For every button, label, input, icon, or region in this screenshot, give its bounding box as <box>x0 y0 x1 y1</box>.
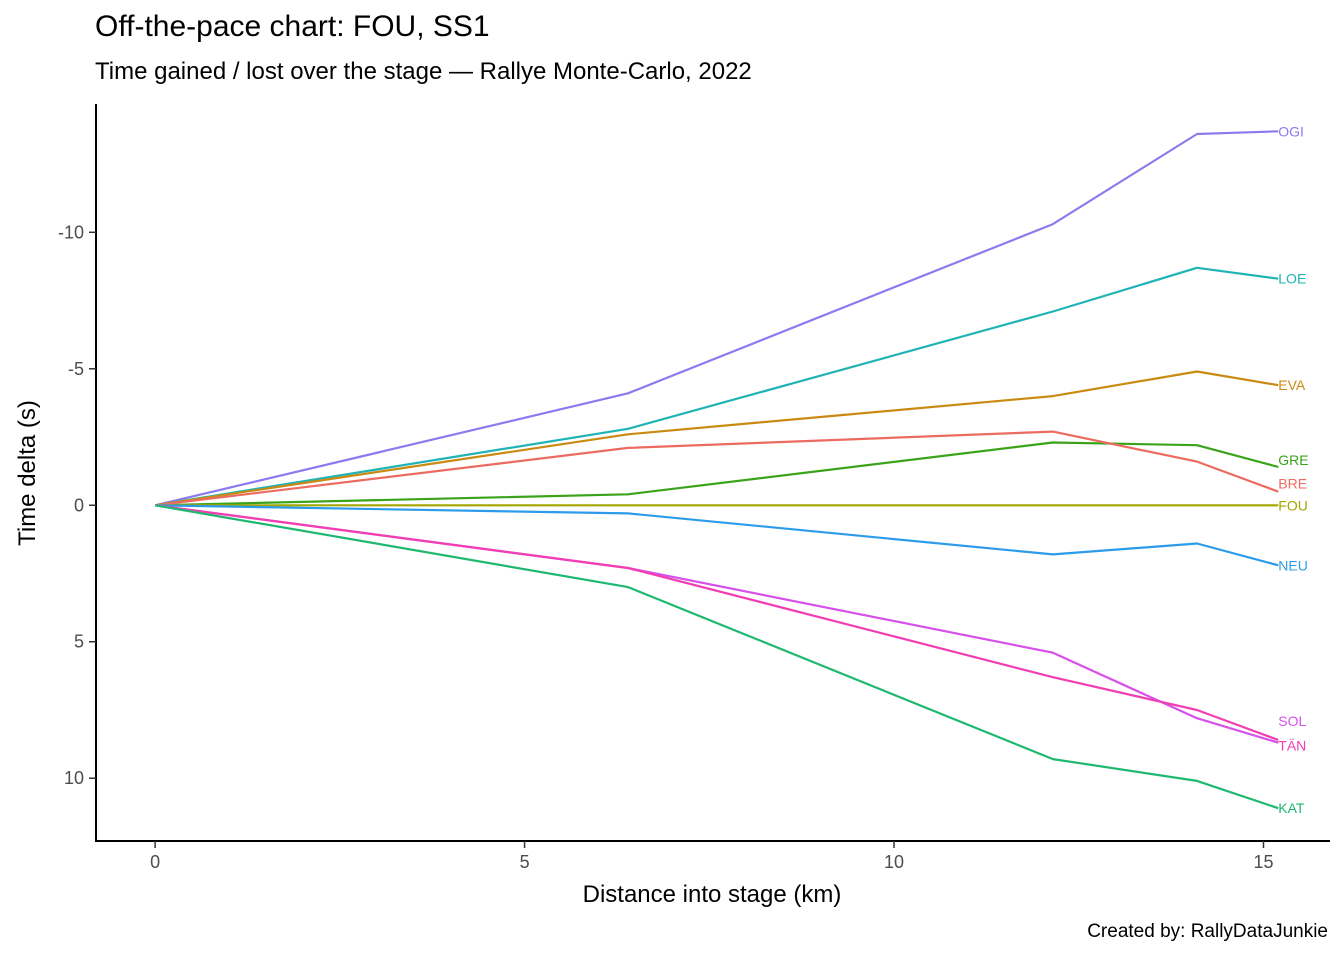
series-layer <box>154 130 1279 810</box>
end-label-neu: NEU <box>1278 557 1308 573</box>
chart-title: Off-the-pace chart: FOU, SS1 <box>95 10 490 43</box>
x-tick-label: 15 <box>1253 852 1273 872</box>
y-tick-label: 5 <box>74 632 84 652</box>
x-tick-label: 0 <box>150 852 160 872</box>
series-line-gre <box>155 441 1279 507</box>
end-label-tän: TÄN <box>1278 737 1306 753</box>
series-line-neu <box>155 504 1279 567</box>
end-label-gre: GRE <box>1278 452 1308 468</box>
chart-caption: Created by: RallyDataJunkie <box>1087 921 1328 942</box>
series-line-bre <box>154 430 1279 507</box>
x-ticks: 0 5 10 15 <box>150 841 1274 872</box>
y-tick-label: -5 <box>68 359 84 379</box>
x-tick-label: 10 <box>884 852 904 872</box>
end-label-kat: KAT <box>1278 800 1305 816</box>
end-label-fou: FOU <box>1278 497 1308 513</box>
end-labels-layer: OGI LOE EVA GRE BRE FOU NEU SOL TÄN KAT <box>1278 123 1308 816</box>
y-axis-title: Time delta (s) <box>14 400 41 546</box>
y-ticks: -10 -5 0 5 10 <box>58 222 96 788</box>
end-label-sol: SOL <box>1278 713 1306 729</box>
series-line-ogi <box>154 130 1279 507</box>
series-line-eva <box>154 370 1279 507</box>
series-line-tän <box>154 504 1279 742</box>
y-tick-label: 10 <box>64 768 84 788</box>
x-tick-label: 5 <box>520 852 530 872</box>
chart-subtitle: Time gained / lost over the stage — Rall… <box>95 58 752 85</box>
end-label-loe: LOE <box>1278 271 1306 287</box>
series-line-loe <box>154 266 1279 507</box>
y-tick-label: -10 <box>58 222 84 242</box>
end-label-bre: BRE <box>1278 475 1307 491</box>
end-label-eva: EVA <box>1278 377 1306 393</box>
x-axis-title: Distance into stage (km) <box>583 881 842 908</box>
y-tick-label: 0 <box>74 495 84 515</box>
series-line-kat <box>154 504 1279 810</box>
end-label-ogi: OGI <box>1278 123 1304 139</box>
